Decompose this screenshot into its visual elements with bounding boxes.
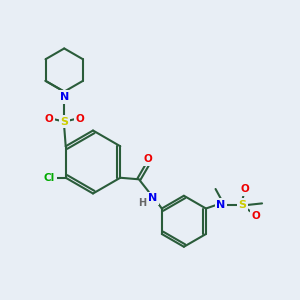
- Text: O: O: [252, 211, 260, 221]
- Text: H: H: [138, 198, 146, 208]
- Text: S: S: [238, 200, 247, 210]
- Text: N: N: [216, 200, 226, 210]
- Text: O: O: [143, 154, 152, 164]
- Text: S: S: [60, 117, 68, 127]
- Text: N: N: [60, 92, 69, 102]
- Text: O: O: [241, 184, 249, 194]
- Text: O: O: [44, 114, 53, 124]
- Text: O: O: [75, 114, 84, 124]
- Text: Cl: Cl: [44, 173, 55, 183]
- Text: N: N: [148, 194, 157, 203]
